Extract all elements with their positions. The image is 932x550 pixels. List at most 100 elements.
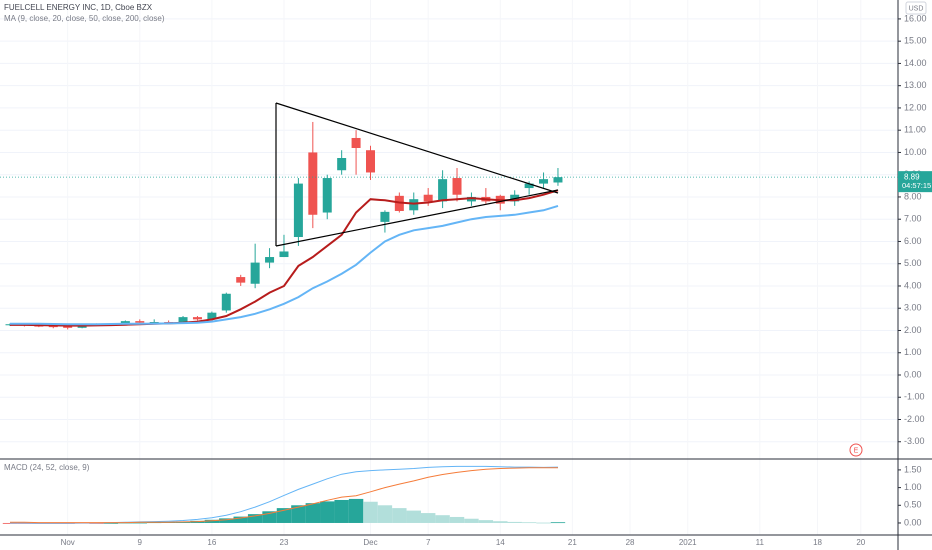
ma-legend: MA (9, close, 20, close, 50, close, 200,…	[4, 14, 165, 23]
line-series	[10, 467, 558, 524]
candle-body	[265, 257, 275, 263]
histogram-bar	[392, 508, 407, 523]
y-tick-label: -3.00	[904, 436, 925, 446]
candle-body	[221, 293, 231, 311]
histogram-bar	[233, 516, 248, 523]
candle-body	[351, 137, 361, 148]
histogram-bar	[521, 522, 537, 524]
line-series	[10, 204, 559, 326]
y-tick-label: 7.00	[904, 214, 922, 224]
candle-body	[308, 152, 318, 215]
y-tick-label: 13.00	[904, 80, 927, 90]
candle-body	[366, 150, 375, 173]
candle-body	[135, 321, 145, 323]
y-tick-label: 0.50	[904, 500, 922, 510]
x-tick-label: 28	[626, 538, 635, 547]
histogram-bar	[550, 522, 566, 524]
histogram-bar	[219, 518, 234, 523]
candle-body	[250, 262, 260, 284]
histogram-bar	[507, 521, 522, 523]
candle-body	[178, 317, 188, 324]
x-tick-label: 20	[856, 538, 865, 547]
histogram-bar	[334, 499, 349, 523]
candle-body	[409, 199, 419, 211]
x-tick-label: 23	[280, 538, 289, 547]
histogram-bar	[204, 519, 220, 523]
x-tick-label: 16	[207, 538, 216, 547]
triangle-lower	[275, 189, 559, 247]
y-tick-label: 3.00	[904, 303, 922, 313]
candle-body	[192, 317, 202, 320]
y-tick-label: 4.00	[904, 280, 922, 290]
histogram-bar	[464, 518, 479, 523]
last-price-box	[898, 171, 932, 193]
y-tick-label: 11.00	[904, 125, 926, 135]
histogram-bar	[291, 505, 306, 523]
x-tick-label: 2021	[679, 538, 697, 547]
x-tick-label: 7	[426, 538, 431, 547]
x-tick-label: Dec	[363, 538, 377, 547]
histogram-bar	[132, 522, 147, 524]
candle-body	[539, 179, 549, 184]
candle-body	[423, 194, 433, 202]
y-tick-label: 12.00	[904, 102, 927, 112]
y-tick-label: 1.00	[904, 482, 922, 492]
histogram-bar	[536, 522, 551, 524]
candle-body	[380, 211, 390, 222]
x-tick-label: 14	[496, 538, 505, 547]
candle-body	[149, 322, 159, 324]
y-tick-label: 1.50	[904, 464, 922, 474]
x-tick-label: 18	[813, 538, 822, 547]
x-tick-label: 21	[568, 538, 577, 547]
y-tick-label: -2.00	[904, 414, 925, 424]
earnings-marker[interactable]	[849, 443, 863, 457]
candle-body	[553, 177, 563, 183]
x-tick-label: Nov	[61, 538, 75, 547]
currency-box[interactable]	[905, 1, 927, 15]
y-tick-label: 14.00	[904, 58, 927, 68]
candle-body	[438, 179, 448, 202]
currency[interactable]: USD	[909, 5, 924, 12]
histogram-bar	[305, 503, 321, 523]
chart-title: FUELCELL ENERGY INC, 1D, Cboe BZX	[4, 3, 153, 12]
histogram-bar	[348, 498, 364, 523]
candle-body	[236, 277, 246, 283]
candle-body	[322, 178, 332, 213]
candle-body	[293, 183, 303, 238]
histogram-bar	[435, 515, 450, 523]
y-tick-label: 10.00	[904, 147, 927, 157]
y-tick-label: -1.00	[904, 392, 925, 402]
histogram-bar	[262, 511, 277, 523]
y-tick-label: 6.00	[904, 236, 922, 246]
macd-legend: MACD (24, 52, close, 9)	[4, 463, 90, 472]
last-price-label: 8.89	[904, 172, 920, 181]
histogram-bar	[449, 516, 465, 523]
x-tick-label: 9	[138, 538, 143, 547]
marks	[0, 18, 901, 524]
y-tick-label: 0.00	[904, 369, 922, 379]
histogram-bar	[420, 513, 436, 523]
y-tick-label: 16.00	[904, 13, 927, 23]
y-tick-label: 0.00	[904, 517, 922, 527]
histogram-bar	[493, 521, 508, 523]
histogram-bar	[406, 510, 421, 523]
candle-body	[279, 251, 289, 258]
y-tick-label: 1.00	[904, 347, 922, 357]
earnings-marker-label[interactable]: E	[854, 447, 859, 454]
histogram-bar	[103, 522, 119, 524]
grid	[0, 18, 898, 443]
triangle-upper	[275, 102, 559, 194]
y-tick-label: 2.00	[904, 325, 922, 335]
y-tick-label: 15.00	[904, 36, 927, 46]
histogram-bar	[247, 514, 263, 523]
candle-body	[207, 312, 217, 320]
histogram-bar	[377, 505, 393, 523]
candle-body	[524, 183, 534, 189]
x-tick-label: 11	[756, 538, 765, 547]
candle-body	[466, 196, 476, 202]
price-labels: -3.00 -2.00 -1.00 0.00 1.00 2.00 3.00 4.00 5.00 6…	[61, 13, 932, 547]
histogram-bar	[363, 501, 378, 523]
